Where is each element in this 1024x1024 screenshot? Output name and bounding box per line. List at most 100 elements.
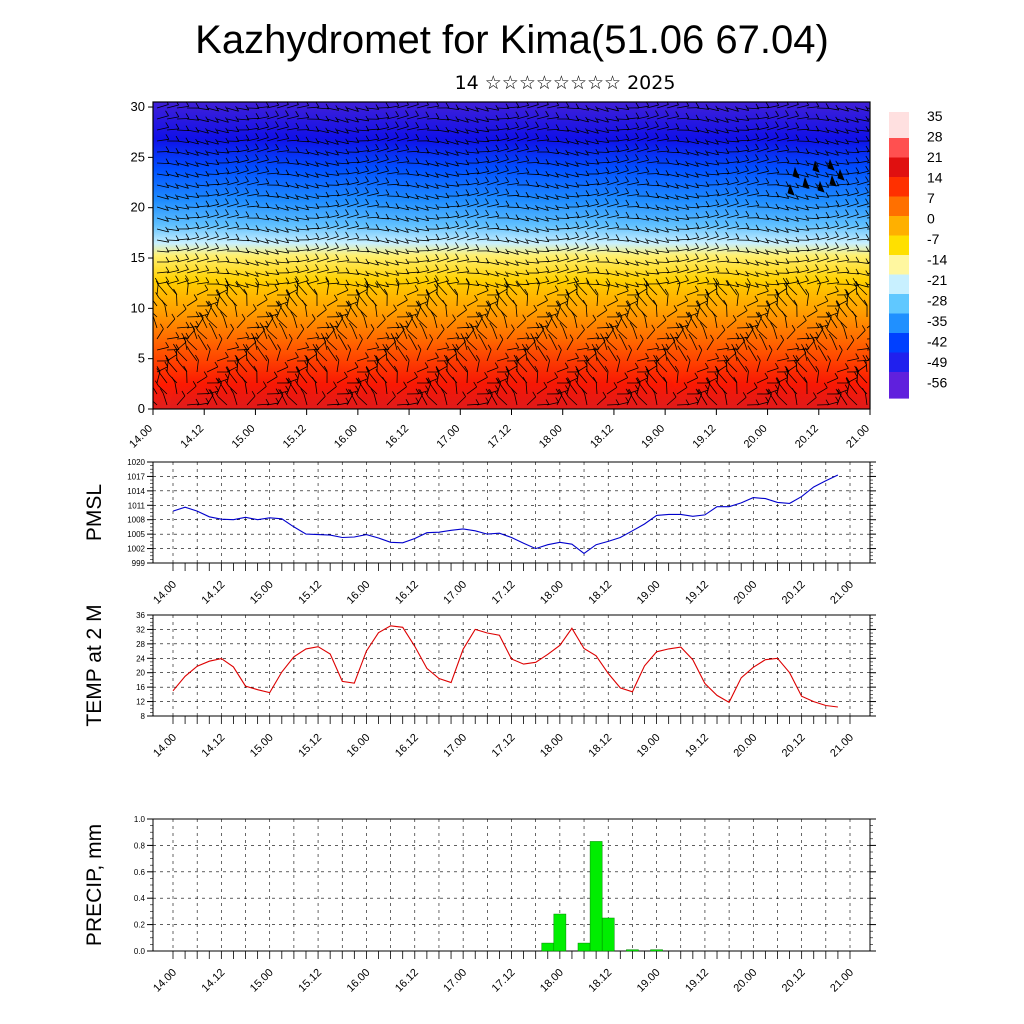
precip-bar [601, 917, 615, 952]
colorbar-segment [889, 157, 909, 165]
wind-barb-flag [735, 269, 740, 276]
wind-barb [506, 182, 519, 186]
wind-barb [366, 272, 379, 277]
wind-barb-flag [575, 365, 579, 372]
wind-barb [566, 226, 579, 230]
wind-barb [246, 341, 257, 351]
wind-barb-flag [435, 113, 440, 119]
wind-barb-flag [495, 134, 500, 141]
wind-barb-flag [575, 171, 579, 178]
wind-barb [206, 129, 219, 134]
wind-barb [496, 272, 509, 277]
x-tick-label: 20.00 [731, 732, 759, 760]
wind-barb-flag [445, 232, 450, 238]
wind-barb-flag [530, 333, 535, 339]
wind-barb [226, 283, 229, 296]
wind-barb-flag [785, 277, 790, 284]
wind-barb [716, 236, 729, 241]
wind-barb [176, 173, 189, 178]
wind-barb-flag [535, 110, 539, 116]
wind-barb-flag [602, 391, 607, 398]
wind-barb [506, 272, 519, 277]
wind-barb [816, 236, 829, 241]
wind-barb [746, 371, 749, 384]
wind-barb-flag [265, 214, 270, 221]
wind-barb-flag [515, 368, 520, 375]
wind-barb [726, 261, 739, 264]
wind-barb [546, 377, 558, 384]
wind-barb-flag [543, 381, 548, 388]
y-tick-label: 28 [136, 640, 145, 649]
wind-barb [696, 367, 709, 373]
wind-barb [666, 280, 679, 285]
wind-barb [256, 106, 269, 109]
wind-barb [736, 149, 749, 153]
wind-barb-flag [400, 324, 405, 330]
wind-barb-flag [195, 275, 199, 282]
wind-barb [716, 371, 719, 384]
wind-barb-flag [545, 311, 550, 318]
x-tick-label: 19.00 [635, 579, 663, 607]
wind-barb [347, 319, 358, 329]
wind-barb [776, 377, 788, 384]
wind-barb [776, 294, 779, 307]
wind-barb-flag [688, 333, 693, 340]
wind-barb [596, 327, 610, 329]
wind-barb-flag [325, 211, 330, 217]
wind-barb [416, 206, 429, 211]
wind-barb-flag [585, 128, 589, 134]
wind-barb [286, 239, 299, 242]
wind-barb-flag [775, 238, 779, 244]
wind-barb-flag [544, 295, 548, 301]
wind-barb-flag [175, 357, 180, 364]
wind-barb-flag [557, 389, 562, 395]
wind-barb-pennant [837, 168, 845, 181]
wind-barb-flag [876, 155, 879, 160]
wind-barb-flag [876, 248, 879, 253]
wind-barb-flag [235, 281, 239, 288]
wind-barb [378, 362, 388, 373]
wind-barb-flag [315, 253, 319, 259]
wind-barb [346, 181, 359, 186]
wind-barb-flag [873, 316, 876, 321]
wind-barb [666, 104, 679, 109]
wind-barb [416, 116, 429, 120]
wind-barb-flag [785, 258, 790, 264]
wind-barb-pennant [827, 158, 835, 171]
wind-barb-flag [775, 132, 779, 138]
wind-barb [266, 272, 279, 275]
wind-barb [196, 173, 209, 177]
wind-barb [576, 151, 589, 156]
wind-barb [246, 326, 259, 329]
wind-barb [788, 286, 798, 296]
wind-barb-flag [876, 236, 879, 241]
x-tick-label: 15.00 [248, 967, 276, 995]
wind-barb [486, 181, 499, 186]
wind-barb-flag [485, 156, 490, 162]
wind-barb [646, 115, 659, 120]
wind-barb-flag [775, 269, 780, 276]
wind-barb [416, 280, 429, 285]
wind-barb-flag [532, 391, 537, 398]
wind-barb [446, 215, 459, 219]
wind-barb [226, 261, 239, 264]
wind-barb-flag [345, 388, 350, 394]
wind-barb-flag [375, 123, 380, 130]
wind-barb [216, 272, 230, 275]
wind-barb [736, 310, 748, 318]
wind-barb [248, 352, 258, 362]
wind-barb [406, 376, 418, 384]
wind-barb-flag [625, 104, 630, 110]
wind-barb-flag [255, 113, 260, 119]
colorbar-segment [889, 339, 909, 347]
wind-barb-flag [575, 115, 580, 121]
wind-barb-flag [705, 276, 710, 283]
wind-barb [176, 280, 189, 285]
wind-barb [476, 272, 489, 276]
wind-barb [776, 206, 789, 211]
wind-barb-flag [385, 201, 390, 207]
wind-barb-flag [186, 346, 191, 352]
wind-barb [188, 341, 198, 351]
wind-barb [736, 170, 749, 175]
wind-barb [596, 203, 609, 208]
